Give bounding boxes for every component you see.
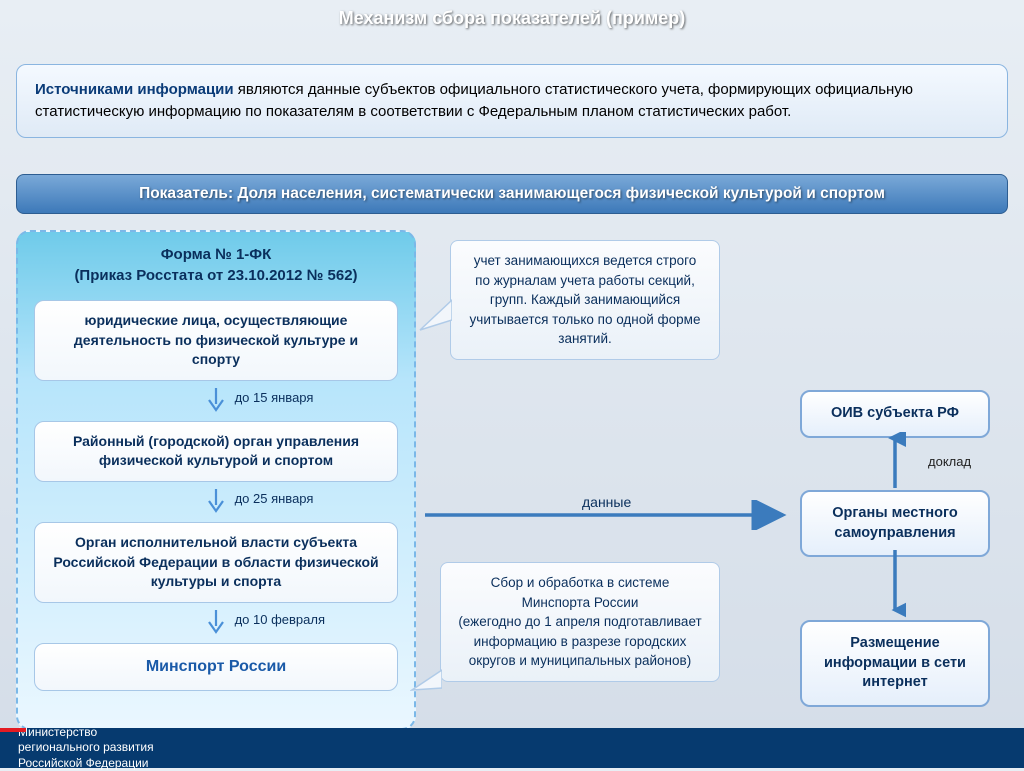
info-sources-box: Источниками информации являются данные с… — [16, 64, 1008, 138]
note-processing: Сбор и обработка в системе Минспорта Рос… — [440, 562, 720, 682]
flow-arrow-3: до 10 февраля — [30, 608, 402, 638]
box-oiv: ОИВ субъекта РФ — [800, 390, 990, 438]
chevron-down-icon — [205, 388, 227, 414]
flow-date-3: до 10 февраля — [235, 612, 325, 627]
chevron-down-icon — [205, 489, 227, 515]
form-header-line1: Форма № 1-ФК — [161, 246, 272, 263]
form-1fk-panel: Форма № 1-ФК (Приказ Росстата от 23.10.2… — [16, 230, 416, 730]
form-node-executive: Орган исполнительной власти субъекта Рос… — [34, 522, 398, 603]
form-node-legal-entities: юридические лица, осуществляющие деятель… — [34, 300, 398, 381]
data-arrow-label: данные — [582, 494, 631, 510]
form-header: Форма № 1-ФК (Приказ Росстата от 23.10.2… — [30, 244, 402, 286]
flow-date-1: до 15 января — [235, 390, 314, 405]
callout-tail-icon — [410, 668, 442, 694]
arrow-up-oiv — [884, 432, 906, 490]
flow-arrow-2: до 25 января — [30, 487, 402, 517]
doklad-label: доклад — [928, 454, 971, 469]
flow-arrow-1: до 15 января — [30, 386, 402, 416]
footer-text: Министерство регионального развития Росс… — [18, 725, 154, 771]
footer-ministry: Министерство регионального развития Росс… — [0, 728, 1024, 768]
indicator-bar: Показатель: Доля населения, систематичес… — [16, 174, 1008, 214]
form-node-minsport: Минспорт России — [34, 643, 398, 691]
arrow-down-internet — [884, 548, 906, 618]
info-lead: Источниками информации — [35, 81, 234, 98]
callout-tail-icon — [418, 296, 452, 332]
flow-date-2: до 25 января — [235, 491, 314, 506]
page-title: Механизм сбора показателей (пример) — [339, 8, 686, 29]
note-accounting: учет занимающихся ведется строго по журн… — [450, 240, 720, 360]
form-node-district: Районный (городской) орган управления фи… — [34, 421, 398, 482]
chevron-down-icon — [205, 610, 227, 636]
box-internet: Размещение информации в сети интернет — [800, 620, 990, 707]
footer-accent-bar — [0, 728, 26, 732]
form-header-line2: (Приказ Росстата от 23.10.2012 № 562) — [74, 267, 357, 284]
